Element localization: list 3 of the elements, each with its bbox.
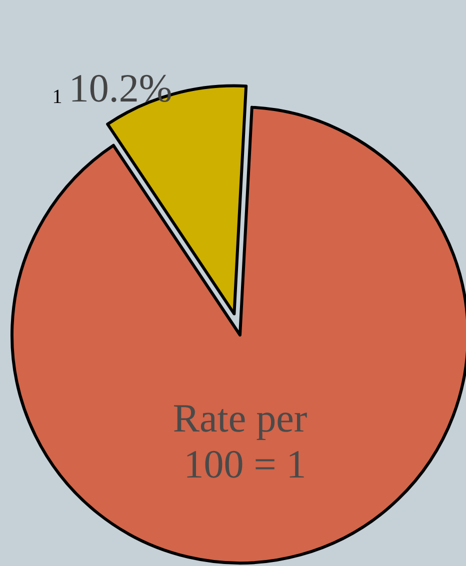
slice-label: 1 bbox=[52, 86, 62, 108]
text: Rate per 100 = 1 bbox=[172, 396, 318, 486]
data-label: 10.2% bbox=[68, 66, 172, 111]
